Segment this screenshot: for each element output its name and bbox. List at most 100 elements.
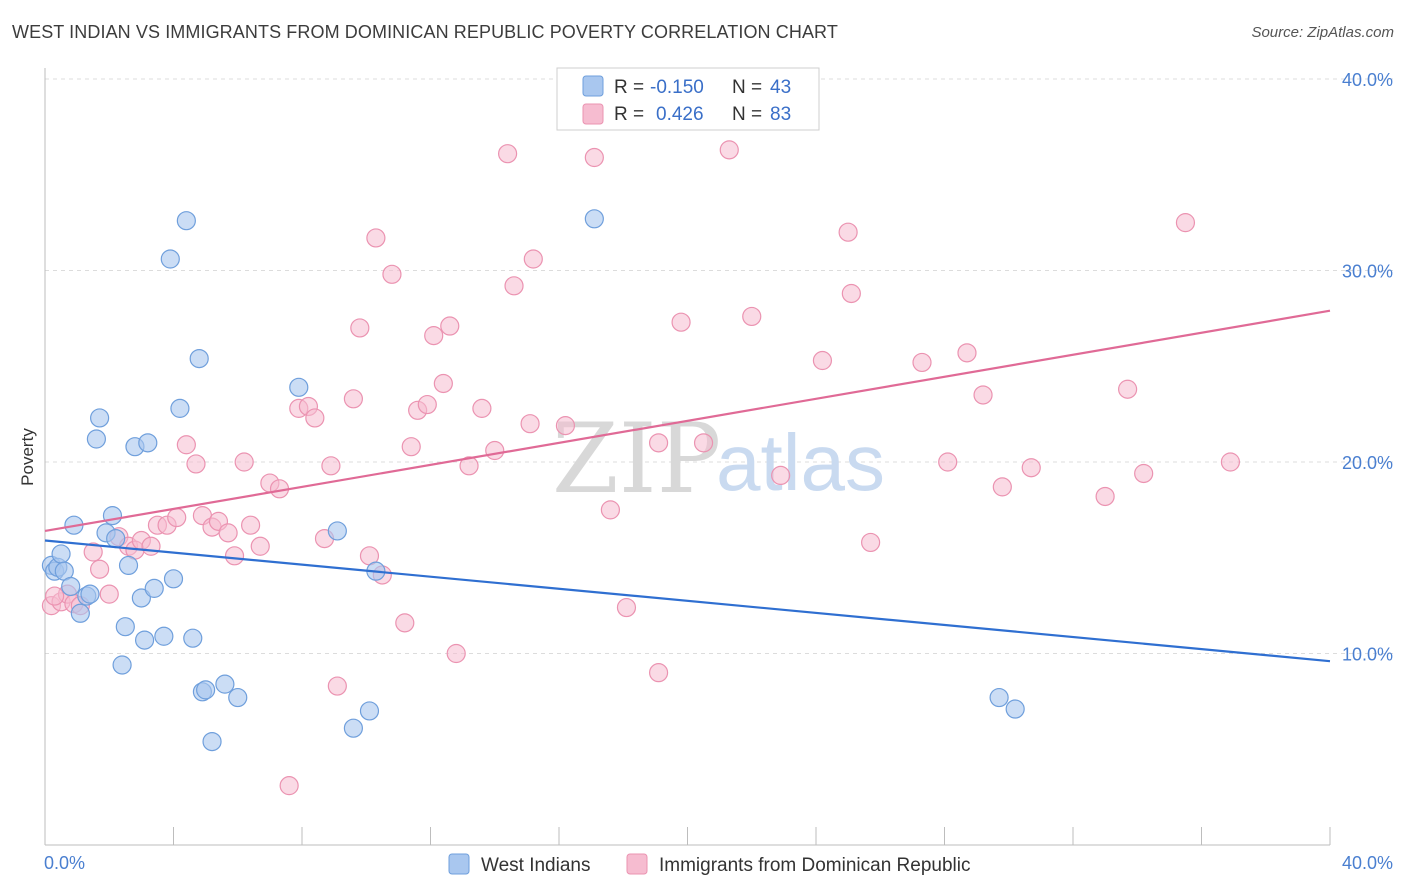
legend-n-label-2: N = <box>732 104 762 125</box>
dominican-point-12 <box>141 536 161 556</box>
west-indian-point-38 <box>359 701 380 721</box>
dominican-point-35 <box>343 389 363 409</box>
west-indian-point-11 <box>90 408 110 428</box>
dominican-point-76 <box>1021 458 1041 478</box>
dominican-point-74 <box>973 385 993 405</box>
dominican-point-28 <box>279 776 299 796</box>
source-credit: Source: ZipAtlas.com <box>1251 24 1394 41</box>
dominican-trend-line <box>44 309 1331 533</box>
dominican-point-47 <box>440 316 460 336</box>
legend-swatch-pink <box>582 103 604 125</box>
axes <box>44 68 1331 846</box>
west-indian-point-22 <box>144 578 164 598</box>
west-indian-point-35 <box>289 377 309 397</box>
west-indian-point-41 <box>989 687 1009 708</box>
dominican-point-60 <box>648 663 669 683</box>
west-indian-point-20 <box>134 630 155 650</box>
dominican-point-73 <box>957 343 977 363</box>
dominican-point-16 <box>176 435 196 455</box>
dominican-point-40 <box>382 264 402 284</box>
west-indian-point-21 <box>138 433 158 453</box>
legend-n-value-2: 83 <box>770 104 791 125</box>
dominican-point-72 <box>938 452 958 472</box>
dominican-point-53 <box>504 276 524 296</box>
dominican-point-65 <box>742 306 762 327</box>
dominican-point-63 <box>693 433 714 453</box>
west-indian-point-7 <box>70 603 90 623</box>
west-indian-point-5 <box>61 576 81 597</box>
dominican-point-33 <box>321 456 341 476</box>
dominican-point-36 <box>350 318 370 338</box>
y-tick-labels: 10.0% 20.0% 30.0% 40.0% <box>1342 70 1393 665</box>
correlation-legend: R = -0.150 N = 43 R = 0.426 N = 83 <box>556 67 820 131</box>
west-indian-point-14 <box>106 528 126 549</box>
x-tick-label-1: 40.0% <box>1342 853 1393 873</box>
x-tick-labels: 0.0% 40.0% <box>44 853 1393 873</box>
dominican-point-25 <box>250 536 270 556</box>
west-indian-point-15 <box>112 655 132 675</box>
grid-lines <box>45 78 1393 654</box>
dominican-point-77 <box>1095 486 1115 507</box>
legend-swatch-blue <box>582 75 604 97</box>
dominican-point-49 <box>459 456 479 476</box>
dominican-point-42 <box>401 437 421 457</box>
dominican-point-58 <box>600 500 621 520</box>
y-tick-label-1: 20.0% <box>1342 453 1393 473</box>
west-indian-point-29 <box>189 348 209 369</box>
dominican-point-62 <box>671 312 691 332</box>
dominican-point-82 <box>45 586 65 606</box>
dominican-point-7 <box>99 584 119 604</box>
west-indian-point-27 <box>176 211 196 231</box>
legend-n-value-1: 43 <box>770 77 791 98</box>
dominican-point-6 <box>90 559 110 579</box>
watermark-atlas: atlas <box>716 418 885 507</box>
trend-lines <box>44 309 1331 663</box>
dominican-point-50 <box>472 398 492 418</box>
dominican-point-15 <box>167 507 187 528</box>
dominican-point-54 <box>520 414 540 434</box>
watermark: ZIP atlas <box>552 403 885 515</box>
watermark-zip: ZIP <box>552 403 721 515</box>
west-indian-point-34 <box>228 687 248 708</box>
dominican-point-78 <box>1118 379 1138 399</box>
west-indian-point-33 <box>215 674 235 694</box>
west-indian-point-23 <box>154 626 174 646</box>
dominican-point-22 <box>224 546 245 566</box>
west-indian-point-24 <box>160 249 180 269</box>
dominican-point-69 <box>841 283 861 304</box>
dominican-point-17 <box>186 454 206 474</box>
dominican-point-68 <box>838 222 858 242</box>
legend-r-value-1: -0.150 <box>650 77 704 98</box>
y-tick-label-2: 30.0% <box>1342 262 1393 282</box>
west-indian-point-16 <box>115 617 135 637</box>
west-indian-point-17 <box>118 555 139 576</box>
west-indian-point-10 <box>86 429 107 449</box>
dominican-point-71 <box>912 352 932 373</box>
dominican-point-46 <box>433 373 453 394</box>
dominican-point-24 <box>241 515 261 535</box>
dominican-point-57 <box>584 147 604 168</box>
dominican-point-44 <box>417 394 437 415</box>
bottom-legend-west-indians: West Indians <box>481 855 590 876</box>
y-tick-label-0: 10.0% <box>1342 645 1393 665</box>
dominican-point-64 <box>719 140 739 160</box>
west-indian-point-40 <box>584 209 604 229</box>
west-indian-point-31 <box>196 680 216 700</box>
dominican-point-38 <box>366 228 386 248</box>
dominican-point-23 <box>234 452 254 472</box>
dominican-point-56 <box>555 416 576 436</box>
dominican-point-59 <box>616 597 637 618</box>
west-indian-point-28 <box>183 628 203 648</box>
west-indian-point-37 <box>343 718 363 738</box>
dominican-point-48 <box>446 643 466 664</box>
dominican-point-31 <box>305 408 325 428</box>
west-indian-point-42 <box>1005 699 1025 719</box>
west-indian-point-9 <box>80 584 100 604</box>
west-indian-point-19 <box>131 588 151 608</box>
dominican-point-51 <box>485 440 505 461</box>
series-west-indian-points <box>41 209 1025 752</box>
dominican-point-70 <box>861 532 881 553</box>
dominican-point-21 <box>218 523 238 543</box>
dominican-point-34 <box>327 676 347 696</box>
